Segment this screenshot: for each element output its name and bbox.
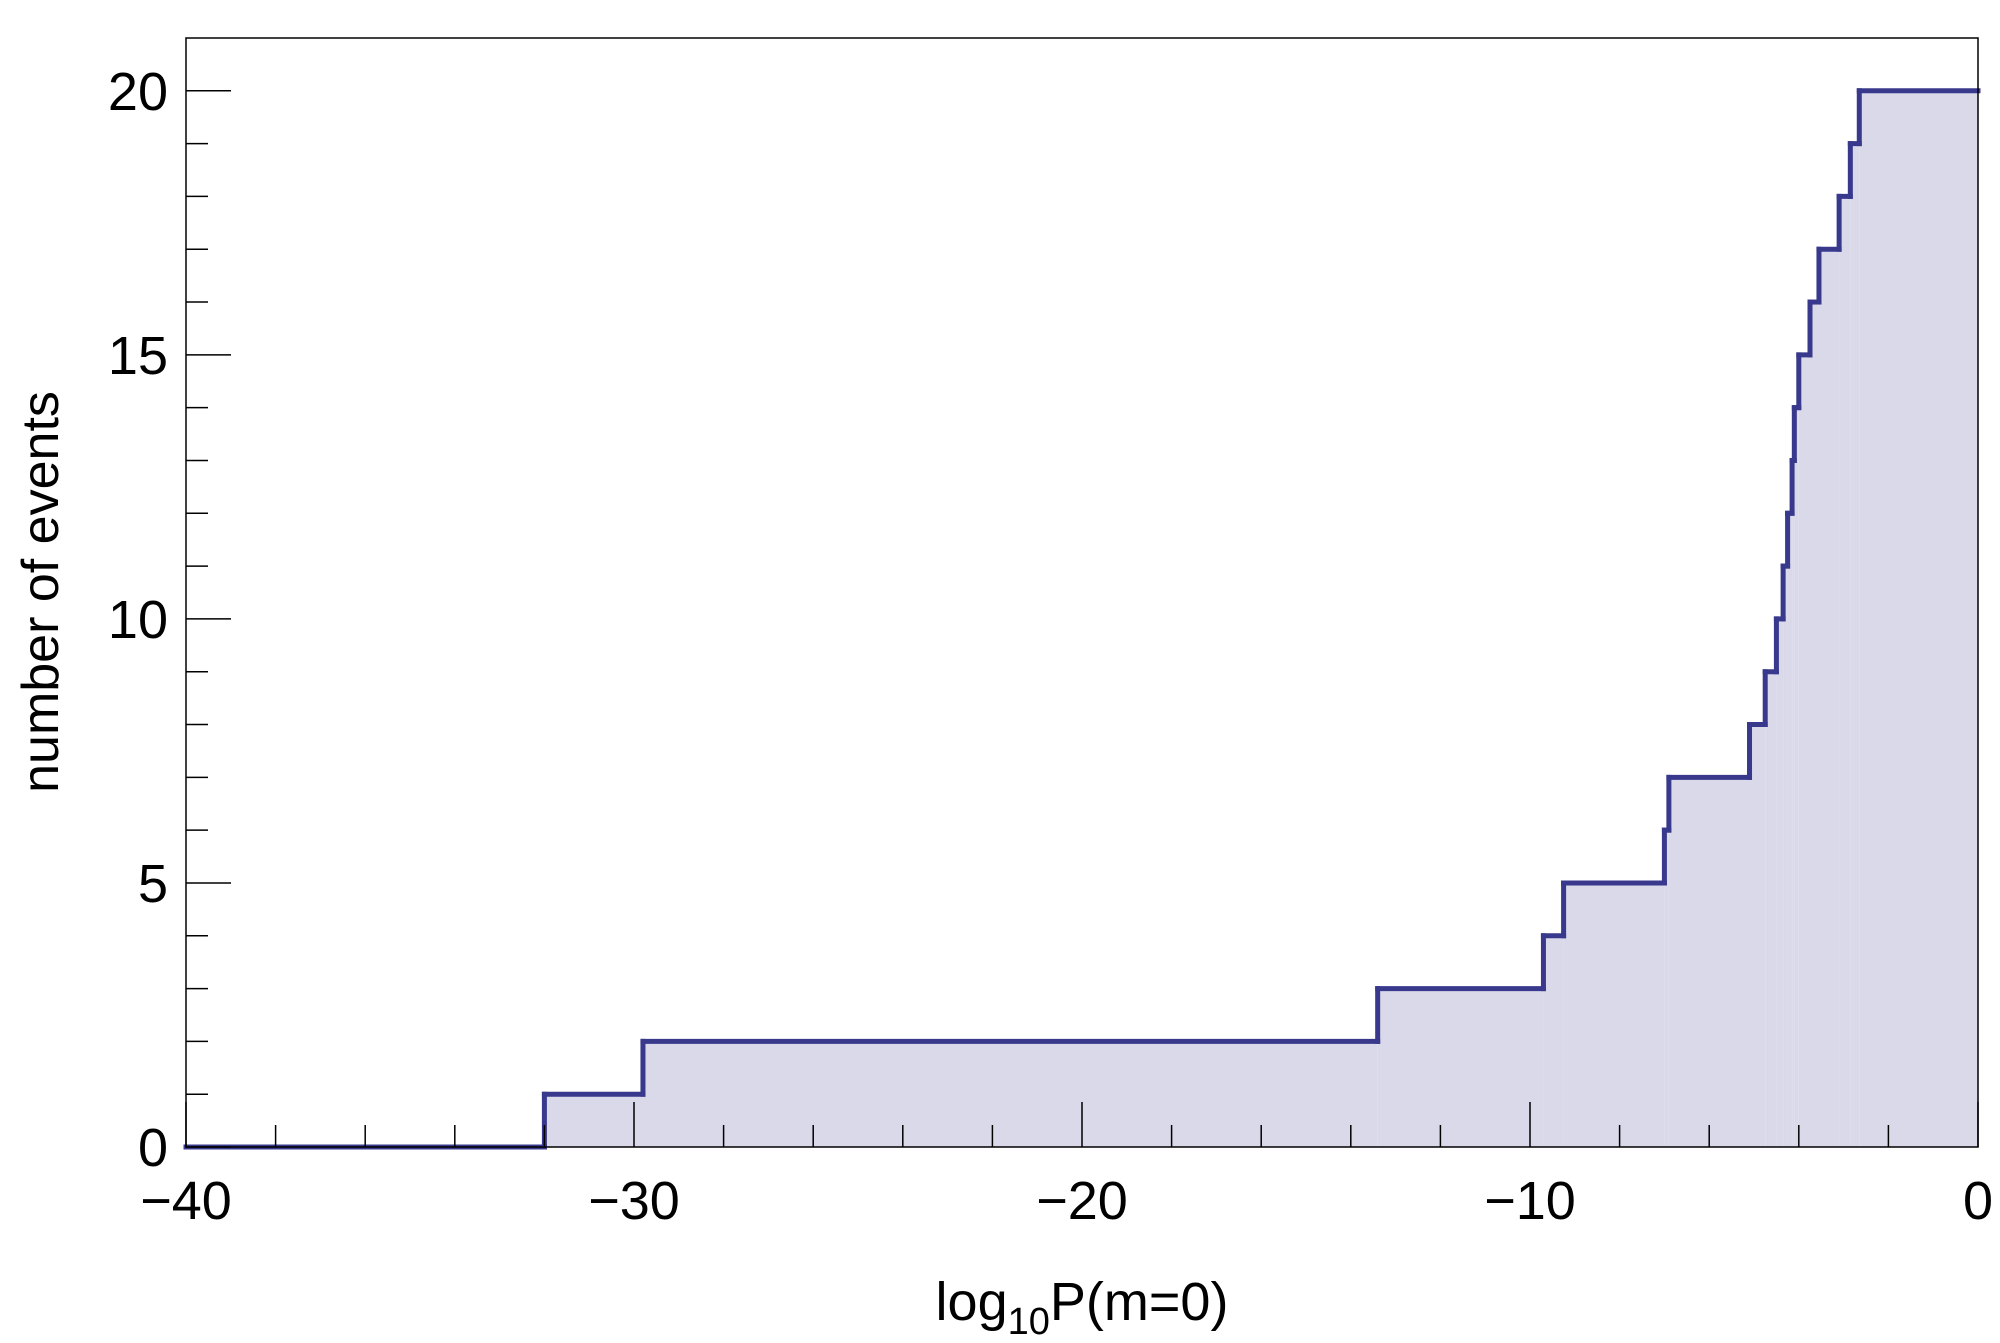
area-segment [1664, 830, 1669, 1147]
x-tick-label: 0 [1963, 1171, 1993, 1231]
area-segment [1787, 513, 1793, 1147]
x-axis-label-part: P(m=0) [1050, 1272, 1229, 1332]
area-segment [1798, 354, 1810, 1147]
area-segment [1765, 671, 1777, 1147]
area-segment [1794, 407, 1799, 1148]
area-segment [544, 1094, 643, 1147]
y-tick-label: 0 [138, 1118, 168, 1178]
area-segment [1563, 882, 1665, 1147]
area-segment [1859, 90, 1978, 1147]
x-tick-label: −10 [1484, 1171, 1576, 1231]
area-segment [1783, 566, 1788, 1147]
x-tick-label: −30 [588, 1171, 680, 1231]
x-axis-label-part: log [936, 1272, 1008, 1332]
area-segment [1850, 143, 1860, 1148]
y-tick-label: 20 [108, 62, 168, 122]
y-tick-label: 15 [108, 326, 168, 386]
area-segment [642, 1041, 1378, 1147]
area-segment [1668, 777, 1750, 1147]
area-segment [1543, 935, 1564, 1147]
plot-frame [185, 37, 1979, 1148]
y-tick-label: 5 [138, 854, 168, 914]
area-segment [1810, 302, 1819, 1147]
area-segment [1377, 988, 1544, 1147]
y-tick-label: 10 [108, 590, 168, 650]
area-segment [1839, 196, 1851, 1147]
area-segment [1792, 460, 1795, 1147]
x-axis-label-subscript: 10 [1008, 1301, 1050, 1338]
x-tick-label: −40 [140, 1171, 232, 1231]
area-segment [1818, 249, 1840, 1147]
x-axis-label: log10P(m=0) [936, 1272, 1229, 1338]
y-axis-label: number of events [12, 391, 70, 793]
area-segment [1749, 724, 1766, 1147]
x-tick-label: −20 [1036, 1171, 1128, 1231]
area-segment [1776, 618, 1784, 1147]
